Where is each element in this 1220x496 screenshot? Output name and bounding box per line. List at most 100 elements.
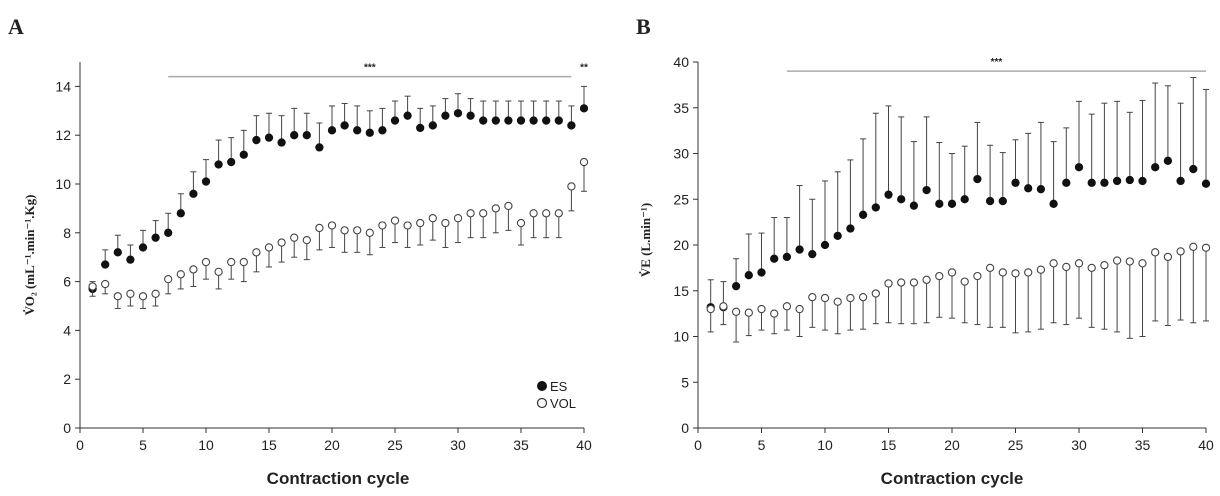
- panel-a-vol-point: [277, 238, 286, 247]
- panel-a-es-point: [441, 111, 450, 120]
- panel-a-vol-point: [466, 209, 475, 218]
- panel-a-vol-point: [138, 292, 148, 301]
- panel-a-y-tick-label: 4: [63, 322, 71, 338]
- panel-a-es-point: [101, 260, 110, 269]
- panel-b-es-point: [782, 252, 792, 262]
- panel-a-letter: A: [8, 14, 24, 39]
- panel-b-vol-point: [1189, 242, 1198, 251]
- panel-b-x-tick-label: 20: [944, 437, 960, 453]
- panel-a-vol-point: [491, 204, 500, 213]
- panel-b-vol-point: [1138, 259, 1147, 268]
- panel-b-vol-point: [897, 278, 906, 287]
- panel-a-vol-point: [504, 201, 513, 211]
- panel-a-vol-point: [441, 218, 450, 228]
- panel-a-x-tick-label: 15: [261, 437, 277, 453]
- panel-a-vol-point: [365, 228, 374, 237]
- legend-es-marker: [537, 381, 547, 391]
- panel-b-vol-point: [795, 304, 804, 314]
- panel-b-es-point: [846, 224, 855, 233]
- panel-b-es-point: [1062, 178, 1071, 187]
- panel-a-vol-point: [353, 226, 362, 235]
- panel-b-x-tick-label: 0: [694, 437, 702, 453]
- panel-a-es-point: [567, 121, 576, 130]
- panel-b-es-point: [1176, 176, 1185, 186]
- panel-b-vol-point: [858, 293, 868, 302]
- panel-b-vol-point: [1201, 243, 1211, 252]
- panel-b-x-tick-label: 35: [1135, 437, 1151, 453]
- panel-a-es-point: [579, 104, 589, 113]
- panel-b-vol-point: [719, 302, 728, 311]
- panel-b-es-point: [770, 254, 779, 263]
- panel-a-vol-point: [542, 209, 551, 218]
- panel-b: B 0 5 10 15 20 25 30 35 40 0 5 10 15 20 25 30 35 40 *** Co…: [636, 14, 1214, 488]
- panel-b-vol-point: [935, 271, 944, 281]
- panel-a-es-point: [189, 189, 198, 198]
- panel-b-vol-point: [846, 293, 855, 303]
- panel-a-es-point: [214, 160, 223, 169]
- panel-a-es-point: [327, 126, 337, 135]
- legend-vol-label: VOL: [550, 396, 576, 411]
- panel-b-es-point: [1011, 178, 1020, 187]
- panel-b-es-point: [1024, 184, 1033, 193]
- panel-a-x-tick-label: 25: [387, 437, 403, 453]
- panel-b-y-tick-label: 15: [673, 283, 689, 299]
- panel-b-vol-point: [744, 308, 753, 317]
- panel-b-es-point: [998, 196, 1007, 206]
- panel-b-es-point: [1112, 176, 1122, 186]
- panel-b-y-tick-label: 30: [673, 146, 689, 162]
- panel-a-vol-point: [264, 243, 274, 252]
- panel-b-vol-point: [1036, 265, 1046, 274]
- panel-b-vol-point: [1049, 259, 1058, 268]
- panel-b-x-tick-label: 10: [817, 437, 833, 453]
- panel-a-es-point: [315, 143, 324, 152]
- panel-a-vol-point: [151, 289, 160, 298]
- panel-a-x-axis-label: Contraction cycle: [267, 469, 410, 488]
- panel-a-es-point: [353, 126, 362, 135]
- panel-b-vol-point: [782, 302, 792, 311]
- panel-b-es-point: [884, 190, 893, 199]
- panel-a-y-tick-label: 6: [63, 274, 71, 290]
- panel-b-es-point: [1049, 199, 1058, 208]
- panel-a-es-point: [164, 228, 173, 237]
- panel-a-vol-point: [164, 275, 173, 284]
- panel-b-x-axis-label: Contraction cycle: [881, 469, 1024, 488]
- panel-b-vol-point: [1074, 259, 1084, 268]
- panel-b-vol-point: [770, 309, 779, 318]
- panel-a-vol-point: [176, 270, 185, 279]
- panel-b-vol-point: [1112, 256, 1122, 265]
- panel-a-vol-point: [189, 265, 198, 274]
- panel-b-x-tick-label: 5: [758, 437, 766, 453]
- panel-b-es-point: [1189, 164, 1198, 174]
- panel-a-vol-point: [327, 221, 337, 230]
- panel-a-es-point: [479, 116, 488, 125]
- panel-a-vol-point: [579, 157, 589, 167]
- panel-b-vol-point: [909, 278, 919, 287]
- panel-b-vol-point: [1100, 260, 1109, 270]
- panel-a-x-tick-label: 10: [198, 437, 214, 453]
- panel-b-vol-point: [985, 263, 995, 273]
- panel-b-vol-point: [706, 304, 715, 314]
- panel-b-y-tick-label: 10: [673, 329, 689, 345]
- panel-b-vol-point: [998, 268, 1007, 277]
- panel-a-vol-point: [554, 209, 563, 218]
- panel-b-vol-point: [1125, 257, 1134, 266]
- panel-b-x-tick-label: 30: [1071, 437, 1087, 453]
- panel-b-vol-point: [1062, 262, 1071, 272]
- panel-a-es-point: [252, 135, 261, 145]
- panel-b-vol-point: [731, 307, 741, 316]
- panel-b-es-point: [871, 203, 880, 212]
- panel-a-es-point: [403, 111, 412, 120]
- panel-a-vol-point: [428, 214, 437, 223]
- panel-a-vol-point: [378, 221, 387, 230]
- panel-a-vol-point: [126, 289, 135, 298]
- panel-b-y-tick-label: 20: [673, 237, 689, 253]
- panel-b-es-point: [744, 271, 753, 280]
- panel-a-vol-point: [201, 257, 211, 267]
- legend-vol-marker: [536, 397, 548, 409]
- panel-b-vol-point: [833, 297, 842, 306]
- panel-a-y-tick-label: 8: [63, 225, 71, 241]
- panel-a-y-tick-label: 10: [55, 176, 71, 192]
- panel-a-vol-point: [302, 235, 311, 245]
- panel-a-vol-point: [479, 209, 488, 218]
